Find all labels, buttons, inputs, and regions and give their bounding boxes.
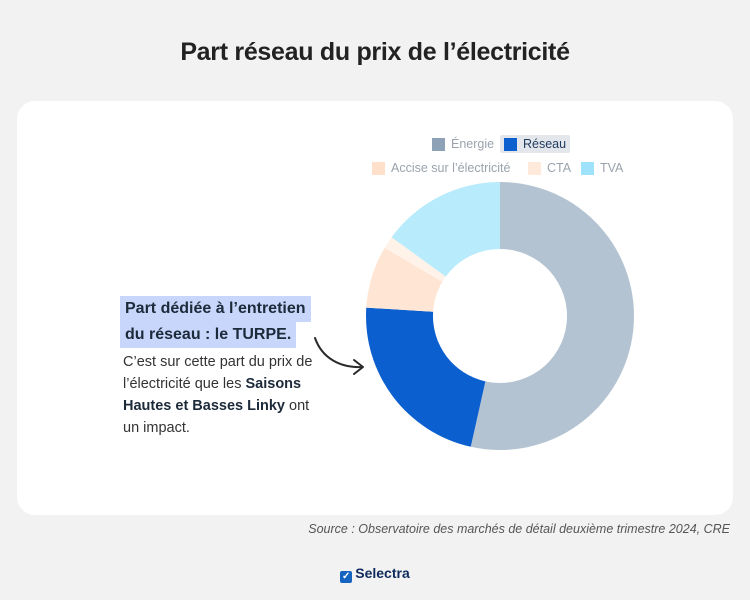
legend-swatch-accise [372,161,385,175]
donut-slice-4[interactable] [391,182,500,277]
legend-label-tva: TVA [600,161,624,175]
legend-item-reseau[interactable]: Réseau [500,135,571,153]
annotation-desc-text1: C’est sur cette part du prix de l’électr… [123,354,313,392]
annotation-desc-text2: ont un impact. [123,398,310,436]
legend-item-accise[interactable]: Accise sur l’électricité [372,159,510,177]
legend-swatch-cta [528,161,541,175]
legend-swatch-tva [581,161,594,175]
legend-swatch-reseau [504,137,517,151]
check-icon: ✓ [340,571,353,583]
donut-slice-3[interactable] [384,237,446,282]
legend-item-tva[interactable]: TVA [581,159,623,177]
donut-slice-1[interactable] [365,307,486,447]
brand-logo[interactable]: ✓ Selectra [0,565,750,583]
legend-label-cta: CTA [547,161,572,175]
annotation-highlight-line1: Part dédiée à l’entretien [120,296,311,322]
chart-title: Part réseau du prix de l’électricité [180,38,570,66]
annotation-desc-bold: Saisons Hautes et Basses Linky [123,376,302,414]
legend-item-cta[interactable]: CTA [528,159,571,177]
annotation-highlight-line2: du réseau : le TURPE. [120,322,297,348]
donut-slice-0[interactable] [470,182,634,450]
legend-swatch-energie [432,137,445,151]
legend-label-accise: Accise sur l’électricité [391,161,511,175]
legend-label-energie: Énergie [451,137,495,151]
annotation-description: C’est sur cette part du prix de l’électr… [123,351,323,439]
donut-slice-2[interactable] [366,247,443,312]
legend-item-energie[interactable]: Énergie [432,135,494,153]
source-note: Source : Observatoire des marchés de dét… [308,522,730,536]
annotation-highlight: Part dédiée à l’entretien du réseau : le… [120,296,311,348]
brand-name: Selectra [355,565,410,581]
legend-label-reseau: Réseau [523,137,567,151]
